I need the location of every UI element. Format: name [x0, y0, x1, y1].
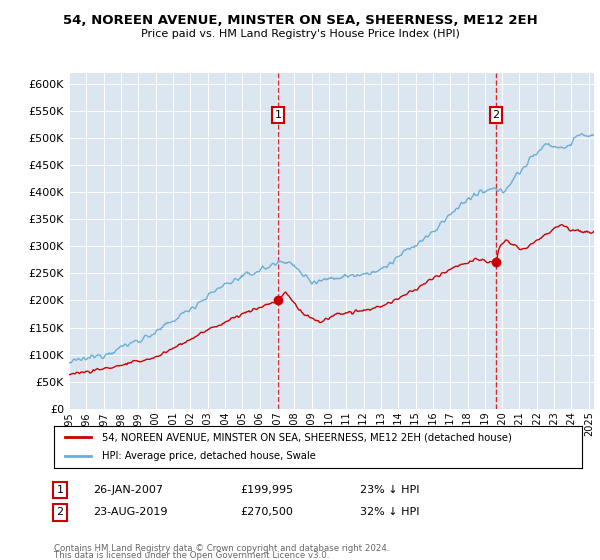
Text: Contains HM Land Registry data © Crown copyright and database right 2024.: Contains HM Land Registry data © Crown c… — [54, 544, 389, 553]
Text: This data is licensed under the Open Government Licence v3.0.: This data is licensed under the Open Gov… — [54, 551, 329, 560]
Text: 26-JAN-2007: 26-JAN-2007 — [93, 485, 163, 495]
Text: 32% ↓ HPI: 32% ↓ HPI — [360, 507, 419, 517]
Text: Price paid vs. HM Land Registry's House Price Index (HPI): Price paid vs. HM Land Registry's House … — [140, 29, 460, 39]
Text: 2: 2 — [493, 110, 500, 120]
Text: 23-AUG-2019: 23-AUG-2019 — [93, 507, 167, 517]
Text: 23% ↓ HPI: 23% ↓ HPI — [360, 485, 419, 495]
Text: 1: 1 — [56, 485, 64, 495]
Text: 2: 2 — [56, 507, 64, 517]
Text: HPI: Average price, detached house, Swale: HPI: Average price, detached house, Swal… — [101, 451, 316, 461]
Text: 54, NOREEN AVENUE, MINSTER ON SEA, SHEERNESS, ME12 2EH (detached house): 54, NOREEN AVENUE, MINSTER ON SEA, SHEER… — [101, 432, 511, 442]
Text: 54, NOREEN AVENUE, MINSTER ON SEA, SHEERNESS, ME12 2EH: 54, NOREEN AVENUE, MINSTER ON SEA, SHEER… — [62, 14, 538, 27]
Text: £199,995: £199,995 — [240, 485, 293, 495]
Text: £270,500: £270,500 — [240, 507, 293, 517]
Text: 1: 1 — [275, 110, 281, 120]
